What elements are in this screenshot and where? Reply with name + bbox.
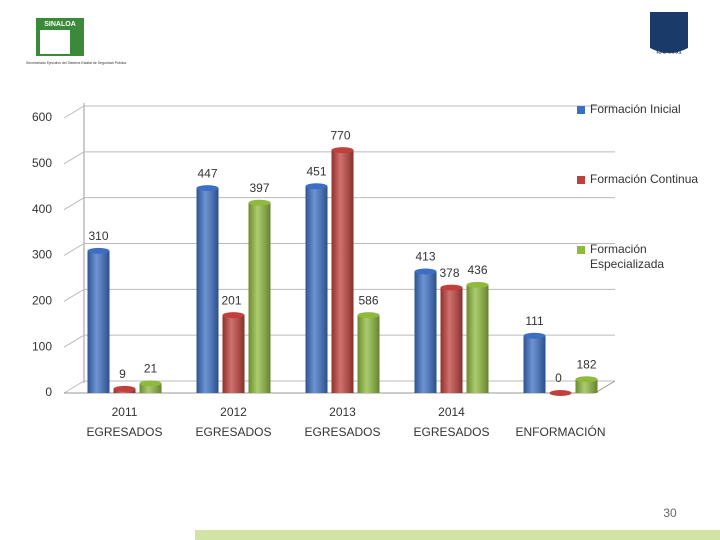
grid-line	[63, 243, 615, 256]
bar-top	[248, 199, 271, 206]
bar-shade	[466, 284, 489, 393]
logo-left-inner	[40, 30, 70, 54]
x-tick-sublabel: EGRESADOS	[195, 425, 271, 439]
y-tick-label: 300	[32, 248, 52, 262]
data-label: 447	[197, 166, 217, 180]
bar-shade	[440, 287, 463, 393]
bar-shade	[196, 188, 219, 393]
bar-top	[87, 247, 110, 254]
x-tick-sublabel: EGRESADOS	[86, 425, 162, 439]
legend-label: Formación Inicial	[590, 102, 681, 116]
logo-right-shield	[650, 12, 688, 53]
y-tick-label: 100	[32, 339, 52, 353]
data-label: 451	[306, 164, 326, 178]
x-tick-sublabel: EGRESADOS	[304, 425, 380, 439]
bar-top	[549, 390, 572, 396]
grid-line	[63, 334, 615, 348]
bar-shade	[523, 335, 546, 393]
data-label: 201	[221, 293, 241, 307]
y-tick-label: 600	[32, 110, 52, 124]
logo-left: SINALOA Secretariado Ejecutivo del Siste…	[26, 18, 126, 65]
bar-shade	[357, 315, 380, 393]
bar-shade	[414, 271, 437, 393]
bar-top	[222, 312, 245, 319]
page-number: 30	[663, 506, 677, 520]
data-label: 9	[119, 367, 126, 381]
legend-label: Formación Especializada	[590, 242, 664, 271]
grid-line	[63, 380, 615, 394]
bar-top	[113, 385, 136, 392]
data-label: 586	[358, 293, 378, 307]
data-label: 770	[330, 128, 350, 142]
bar-top	[523, 332, 546, 339]
bar-top	[305, 183, 328, 190]
footer-bar	[195, 530, 720, 540]
data-label: 310	[88, 229, 108, 243]
y-tick-label: 400	[32, 202, 52, 216]
data-label: 436	[467, 263, 487, 277]
bar-top	[139, 380, 162, 387]
x-tick-sublabel: EGRESADOS	[413, 425, 489, 439]
y-tick-label: 200	[32, 294, 52, 308]
x-tick-label: 2014	[438, 405, 465, 419]
x-tick-label: 2011	[112, 405, 138, 419]
bar-shade	[248, 202, 271, 393]
grid-line	[63, 151, 615, 165]
grid-line	[63, 197, 615, 211]
x-tick-label: 2012	[220, 405, 247, 419]
bar-shade	[575, 379, 598, 393]
data-label: 397	[249, 181, 269, 195]
legend-swatch	[577, 246, 585, 254]
grid-line	[63, 105, 615, 119]
data-label: 182	[576, 357, 596, 371]
bar-shade	[139, 383, 162, 393]
legend-swatch	[577, 176, 585, 184]
y-tick-label: 0	[45, 385, 52, 399]
data-label: 111	[525, 314, 544, 328]
legend-swatch	[577, 106, 585, 114]
grid-line	[63, 288, 615, 302]
data-label: 21	[144, 362, 158, 376]
bar-top	[357, 312, 380, 319]
data-label: 413	[415, 250, 435, 264]
bar-shade	[305, 186, 328, 393]
logo-left-text: SINALOA	[44, 21, 76, 28]
bar-top	[466, 281, 489, 288]
bar-top	[331, 147, 354, 154]
bar-shade	[87, 250, 110, 393]
data-label: 378	[439, 266, 459, 280]
bar-top	[414, 268, 437, 275]
legend-label: Formación Continua	[590, 172, 698, 186]
bar-shade	[222, 315, 245, 393]
x-tick-sublabel: ENFORMACIÓN	[516, 424, 606, 439]
bar-top	[440, 284, 463, 291]
x-tick-label: 2013	[329, 405, 356, 419]
logo-right-text: ISO 9001	[656, 50, 682, 56]
bar-top	[575, 376, 598, 383]
logo-right: ISO 9001	[650, 12, 688, 56]
logo-left-caption: Secretariado Ejecutivo del Sistema Estat…	[26, 61, 126, 65]
bar-top	[196, 185, 219, 192]
bar-shade	[331, 150, 354, 393]
y-tick-label: 500	[32, 156, 52, 170]
data-label: 0	[555, 371, 562, 385]
